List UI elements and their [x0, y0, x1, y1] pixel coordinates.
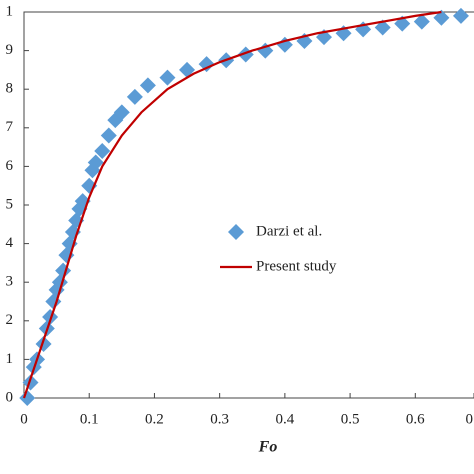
x-tick-label: 0 [20, 411, 28, 427]
marker [452, 7, 469, 24]
marker [87, 154, 104, 171]
marker [159, 69, 176, 86]
y-tick-label: 1 [6, 3, 14, 19]
x-tick-label: 0.4 [275, 411, 294, 427]
marker [51, 274, 68, 291]
y-tick-label: 4 [6, 235, 14, 251]
marker [139, 77, 156, 94]
x-tick-label: 0 [466, 411, 474, 427]
marker [42, 308, 59, 325]
x-tick-label: 0.1 [80, 411, 99, 427]
legend-label: Darzi et al. [256, 223, 322, 239]
y-tick-label: 0 [6, 389, 14, 405]
y-tick-label: 9 [6, 42, 14, 58]
marker [198, 56, 215, 73]
y-tick-label: 8 [6, 81, 14, 97]
y-tick-label: 6 [6, 158, 14, 174]
marker [113, 104, 130, 121]
marker [126, 88, 143, 105]
marker [94, 142, 111, 159]
x-tick-label: 0.2 [145, 411, 164, 427]
y-tick-label: 7 [6, 119, 14, 135]
marker [413, 13, 430, 30]
plot-frame [23, 11, 474, 399]
marker [58, 247, 75, 264]
marker [433, 9, 450, 26]
x-tick-label: 0.3 [210, 411, 229, 427]
y-tick-label: 1 [6, 351, 14, 367]
y-tick-label: 5 [6, 196, 14, 212]
y-tick-label: 2 [6, 312, 14, 328]
marker [22, 374, 39, 391]
y-tick-label: 3 [6, 274, 14, 290]
marker [19, 390, 36, 406]
x-tick-label: 0.5 [341, 411, 360, 427]
marker [35, 335, 52, 352]
x-axis-label: Fo [258, 439, 278, 456]
marker [179, 61, 196, 78]
legend-marker [228, 224, 244, 240]
line [22, 10, 442, 399]
legend-label: Present study [256, 258, 337, 274]
x-tick-label: 0.6 [406, 411, 425, 427]
marker [100, 127, 117, 144]
